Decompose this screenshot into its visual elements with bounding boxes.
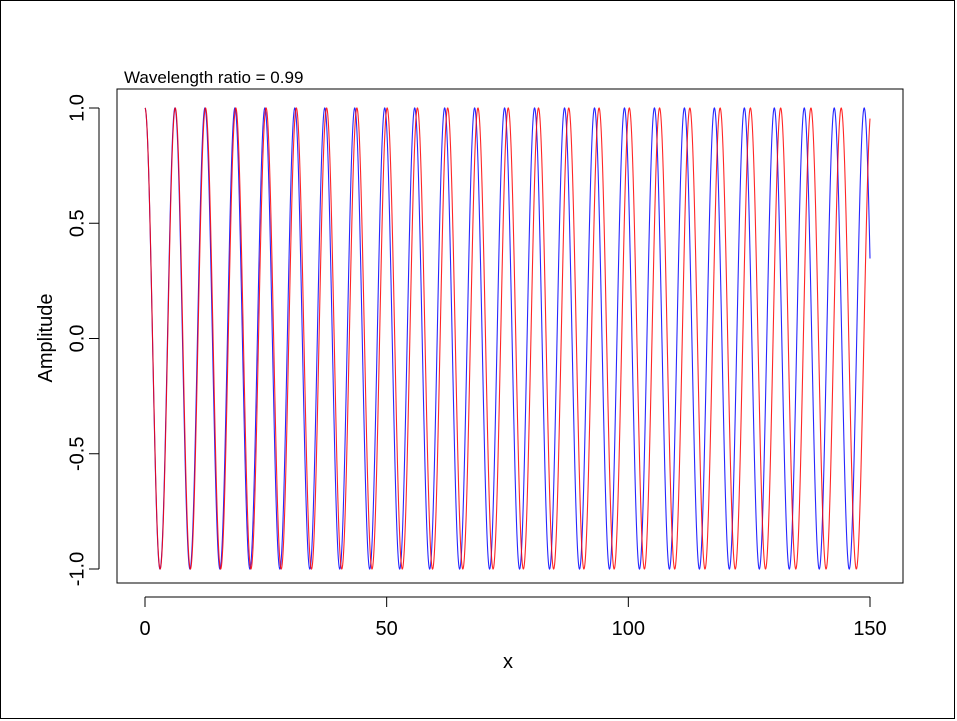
chart-title: Wavelength ratio = 0.99 [124, 68, 303, 87]
x-tick-label: 150 [853, 618, 886, 640]
series-line-2 [144, 107, 871, 570]
x-tick-label: 0 [139, 618, 150, 640]
x-tick-label: 100 [612, 618, 645, 640]
x-axis-label: x [503, 651, 513, 673]
y-tick-label: -1.0 [66, 552, 88, 586]
y-tick-label: 1.0 [66, 94, 88, 122]
plot-area-border [116, 88, 904, 584]
y-tick-label: 0.0 [66, 325, 88, 353]
x-axis: 0 50 100 150 [139, 596, 887, 640]
series-line-1 [144, 107, 871, 570]
y-axis-label: Amplitude [35, 294, 57, 383]
y-tick-label: -0.5 [66, 437, 88, 471]
x-tick-label: 50 [376, 618, 398, 640]
y-tick-label: 0.5 [66, 209, 88, 237]
series-layer [144, 107, 871, 570]
y-axis: -1.0 -0.5 0.0 0.5 1.0 [66, 94, 100, 586]
